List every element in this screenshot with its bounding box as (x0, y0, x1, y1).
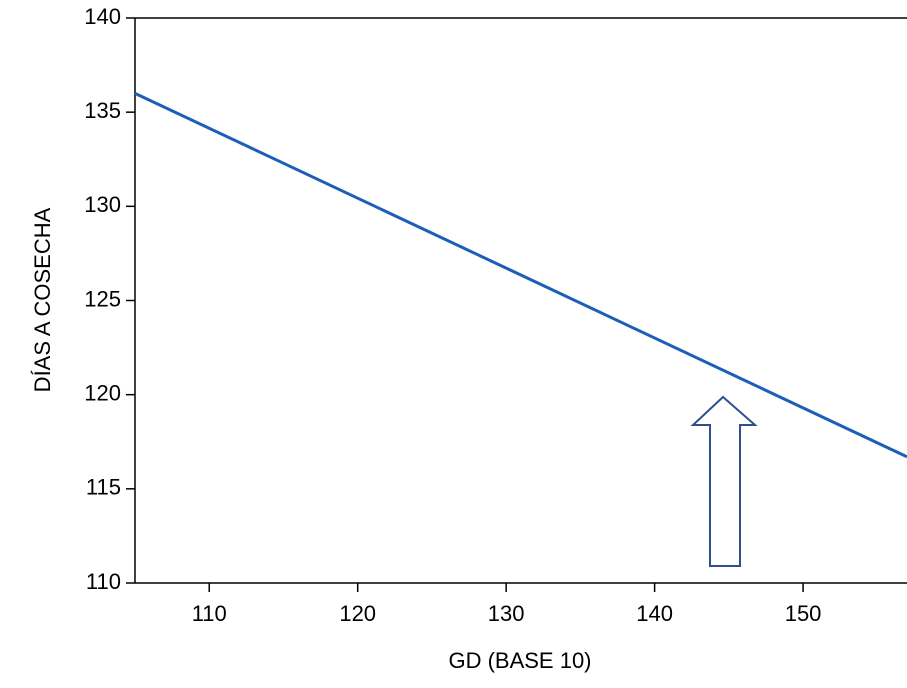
y-tick-label: 115 (86, 475, 121, 500)
arrow-annotation (690, 395, 758, 567)
x-tick-label: 150 (785, 601, 822, 626)
x-tick-label: 130 (488, 601, 525, 626)
y-tick-label: 120 (84, 380, 121, 405)
x-tick-label: 140 (636, 601, 673, 626)
x-tick-label: 120 (339, 601, 376, 626)
y-tick-label: 130 (84, 192, 121, 217)
x-tick-label: 110 (192, 601, 227, 626)
y-tick-label: 140 (84, 4, 121, 29)
y-axis-label: DÍAS A COSECHA (30, 207, 55, 392)
y-tick-label: 110 (86, 569, 121, 594)
x-axis-label: GD (BASE 10) (448, 648, 591, 673)
y-tick-label: 125 (84, 286, 121, 311)
data-line (134, 91, 907, 459)
y-tick-label: 135 (84, 98, 121, 123)
